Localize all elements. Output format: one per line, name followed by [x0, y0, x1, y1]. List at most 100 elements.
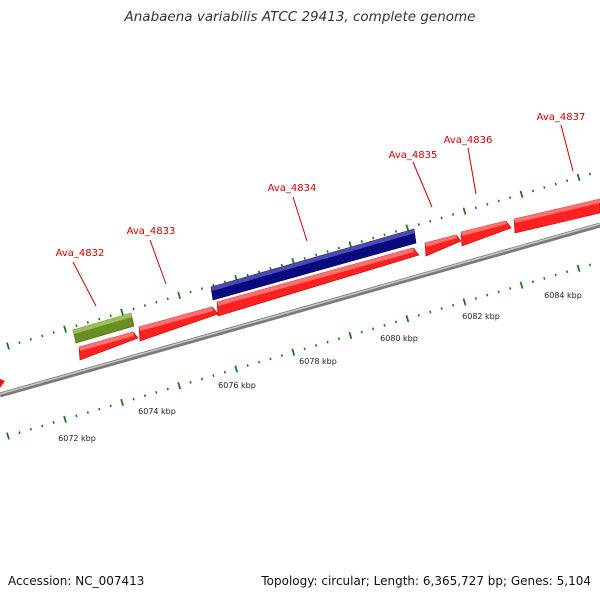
scale-tick-minor — [98, 407, 101, 411]
scale-tick-major — [462, 298, 467, 306]
outer-tick-major — [120, 308, 124, 316]
scale-tick-minor — [429, 310, 432, 314]
outer-tick-minor — [246, 273, 249, 277]
scale-tick-minor — [497, 290, 500, 294]
gene-label-ava-4835[interactable]: Ava_4835 — [389, 150, 438, 161]
scale-tick-major — [348, 331, 353, 340]
scale-tick-major — [177, 382, 182, 390]
cds-arrow-ava-4837[interactable] — [513, 198, 600, 234]
outer-tick-minor — [566, 179, 569, 183]
outer-tick-major — [576, 173, 581, 181]
outer-tick-minor — [155, 300, 158, 304]
outer-tick-minor — [303, 256, 306, 260]
scale-tick-major — [405, 315, 410, 323]
outer-tick-track — [6, 172, 592, 350]
outer-tick-minor — [486, 202, 489, 206]
gene-label-ava-4832[interactable]: Ava_4832 — [56, 248, 105, 259]
cds-arrow-ava-4836[interactable] — [460, 220, 512, 247]
outer-tick-minor — [109, 314, 112, 318]
scale-tick-minor — [509, 287, 512, 290]
scale-tick-minor — [109, 404, 112, 408]
scale-tick-minor — [531, 280, 535, 284]
scale-tick-minor — [451, 303, 455, 307]
outer-tick-minor — [337, 246, 341, 250]
outer-tick-minor — [18, 341, 21, 345]
scale-tick-minor — [41, 424, 44, 428]
scale-tick-minor — [303, 347, 306, 351]
scale-tick-major — [120, 398, 124, 407]
scale-label-6076: 6076 kbp — [218, 381, 256, 390]
scale-tick-minor — [155, 391, 158, 394]
scale-tick-minor — [29, 427, 32, 431]
scale-tick-minor — [52, 421, 55, 424]
outer-tick-minor — [269, 267, 272, 270]
scale-tick-track — [6, 263, 592, 440]
outer-tick-minor — [372, 236, 375, 240]
gene-label-ava-4837[interactable]: Ava_4837 — [537, 112, 586, 123]
outer-tick-minor — [543, 186, 546, 189]
outer-tick-major — [462, 207, 467, 215]
outer-tick-minor — [440, 216, 443, 220]
outer-tick-minor — [86, 320, 89, 324]
outer-tick-major — [177, 291, 182, 300]
scale-tick-major — [519, 281, 524, 289]
scale-label-6084: 6084 kbp — [544, 291, 582, 300]
outer-tick-minor — [29, 337, 32, 341]
outer-tick-minor — [497, 199, 500, 203]
scale-tick-minor — [588, 263, 592, 267]
outer-tick-minor — [143, 304, 147, 307]
scale-label-6074: 6074 kbp — [138, 407, 176, 416]
scale-label-6082: 6082 kbp — [462, 312, 500, 321]
outer-tick-minor — [509, 196, 512, 200]
outer-tick-minor — [98, 317, 101, 321]
outer-tick-minor — [531, 189, 535, 193]
outer-tick-minor — [257, 270, 261, 274]
scale-tick-minor — [246, 364, 249, 367]
scale-tick-minor — [326, 340, 329, 344]
leader-line-ava-4832 — [72, 261, 97, 307]
feature-bar-blue[interactable] — [210, 228, 417, 301]
outer-tick-minor — [383, 233, 386, 237]
gene-label-ava-4836[interactable]: Ava_4836 — [444, 135, 493, 146]
scale-tick-minor — [486, 293, 489, 297]
scale-tick-minor — [132, 397, 135, 401]
scale-tick-minor — [269, 357, 272, 361]
leader-line-ava-4833 — [149, 239, 167, 285]
outer-tick-minor — [75, 324, 78, 328]
leader-line-ava-4835 — [412, 161, 433, 208]
cds-arrow-ava-4832[interactable] — [78, 331, 139, 361]
scale-tick-major — [63, 415, 67, 423]
gene-label-ava-4833[interactable]: Ava_4833 — [127, 226, 176, 237]
cds-arrow-ava-4834[interactable] — [216, 247, 420, 317]
outer-tick-minor — [200, 287, 204, 291]
scale-tick-major — [6, 432, 10, 440]
cds-arrow-partial — [0, 379, 5, 388]
gene-label-ava-4834[interactable]: Ava_4834 — [268, 183, 317, 194]
accession-text: Accession: NC_007413 — [8, 574, 145, 588]
outer-tick-minor — [429, 219, 432, 223]
scale-tick-minor — [315, 344, 318, 347]
scale-tick-minor — [417, 313, 420, 317]
scale-tick-minor — [189, 380, 192, 384]
scale-tick-minor — [337, 337, 341, 341]
scale-tick-minor — [200, 377, 204, 381]
leader-line-ava-4834 — [292, 196, 308, 242]
scale-tick-minor — [554, 273, 557, 277]
leader-line-ava-4837 — [560, 124, 574, 172]
outer-tick-minor — [41, 334, 44, 338]
cds-arrow-ava-4835[interactable] — [424, 234, 462, 257]
scale-tick-minor — [18, 431, 21, 435]
outer-tick-minor — [474, 206, 477, 210]
scale-tick-minor — [166, 387, 169, 391]
outer-tick-minor — [166, 297, 169, 301]
outer-tick-major — [405, 224, 410, 232]
map-title: Anabaena variabilis ATCC 29413, complete… — [124, 9, 476, 25]
scale-tick-minor — [440, 307, 443, 310]
outer-tick-major — [6, 342, 10, 350]
outer-tick-minor — [189, 290, 192, 294]
outer-tick-minor — [588, 172, 592, 176]
feature-bar-olive[interactable] — [72, 312, 135, 344]
genome-backbone — [0, 222, 600, 398]
outer-tick-minor — [132, 307, 135, 311]
